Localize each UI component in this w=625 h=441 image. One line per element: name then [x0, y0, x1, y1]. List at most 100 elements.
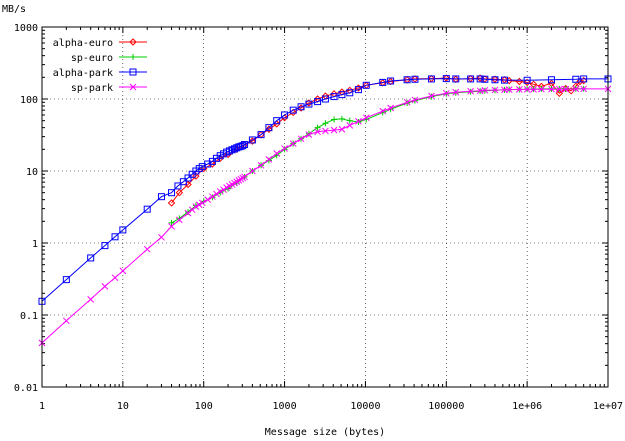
data-point	[330, 126, 338, 134]
legend-swatch-marker	[129, 83, 137, 91]
data-point	[289, 106, 297, 114]
y-tick-label: 1000	[14, 23, 38, 34]
y-axis-label: MB/s	[2, 4, 26, 15]
legend: alpha-euro sp-euro alpha-park sp-park	[53, 38, 147, 94]
data-point	[362, 81, 370, 89]
data-point	[314, 128, 321, 136]
data-point	[491, 86, 499, 94]
data-point	[111, 274, 119, 282]
data-point	[567, 87, 575, 95]
data-point	[505, 86, 513, 93]
x-tick-label: 10000	[350, 401, 380, 412]
data-point	[168, 189, 176, 197]
data-point	[580, 85, 588, 93]
data-point	[411, 96, 419, 104]
legend-swatch-marker	[129, 38, 137, 46]
data-point	[235, 177, 243, 184]
data-point	[62, 276, 70, 284]
data-point	[216, 188, 224, 195]
data-point	[523, 86, 531, 93]
data-point	[241, 141, 249, 149]
legend-swatch-marker	[129, 68, 137, 76]
data-point	[168, 219, 175, 226]
legend-label: alpha-park	[53, 68, 113, 79]
data-point	[257, 131, 265, 139]
x-tick-label: 100000	[428, 401, 464, 412]
data-point	[314, 124, 321, 131]
y-tick-label: 1	[32, 239, 38, 250]
data-point	[192, 172, 200, 180]
x-tick-label: 1000	[273, 401, 297, 412]
data-point	[281, 145, 288, 152]
data-point	[346, 122, 354, 129]
data-point	[379, 78, 387, 86]
data-point	[579, 76, 588, 85]
x-tick-label: 1	[39, 401, 45, 412]
y-tick-label: 0.1	[20, 311, 38, 322]
data-point	[204, 196, 212, 204]
data-point	[305, 131, 313, 138]
data-point	[198, 199, 206, 207]
data-point	[491, 75, 499, 83]
data-point	[442, 75, 450, 83]
data-point	[379, 107, 387, 115]
data-point	[481, 86, 489, 94]
data-point	[168, 223, 175, 230]
data-point	[265, 124, 273, 132]
data-point	[273, 150, 281, 157]
data-point	[273, 117, 281, 125]
data-point	[119, 267, 127, 275]
data-point	[338, 125, 346, 133]
data-point	[175, 188, 184, 197]
data-point	[87, 254, 95, 262]
legend-label: sp-euro	[71, 53, 113, 64]
data-point	[572, 75, 580, 83]
data-point	[322, 120, 329, 127]
data-point	[87, 295, 95, 303]
data-point	[555, 89, 564, 98]
data-point	[538, 85, 545, 93]
data-point	[387, 104, 394, 112]
data-point	[174, 182, 182, 190]
data-point	[547, 76, 555, 84]
legend-label: sp-park	[71, 83, 113, 94]
data-point	[184, 209, 192, 217]
data-point	[355, 117, 362, 125]
data-point	[220, 186, 227, 194]
data-point	[476, 75, 484, 83]
legend-swatch-marker	[130, 54, 136, 60]
data-point	[257, 161, 265, 169]
legend-label: alpha-euro	[53, 38, 113, 49]
data-point	[241, 173, 248, 181]
x-tick-label: 100	[195, 401, 213, 412]
data-point	[331, 116, 338, 123]
data-point	[184, 174, 192, 182]
data-point	[428, 92, 435, 100]
data-point	[403, 98, 411, 106]
data-point	[265, 125, 273, 133]
series-layer	[38, 74, 612, 347]
data-point	[143, 245, 151, 253]
data-point	[111, 233, 119, 241]
data-point	[330, 93, 338, 101]
data-point	[346, 89, 354, 97]
x-tick-label: 10	[117, 401, 129, 412]
data-point	[572, 85, 580, 93]
data-point	[515, 86, 523, 93]
data-point	[530, 86, 537, 93]
data-point	[265, 156, 273, 163]
data-point	[228, 146, 236, 154]
legend-item-sp-euro: sp-euro	[71, 53, 147, 64]
data-point	[555, 85, 563, 93]
data-point	[580, 75, 588, 83]
legend-item-alpha-park: alpha-park	[53, 68, 147, 79]
x-tick-label: 1e+06	[512, 401, 542, 412]
data-point	[297, 104, 305, 112]
data-point	[305, 99, 313, 107]
data-point	[119, 226, 127, 234]
data-point	[297, 135, 305, 143]
y-tick-label: 10	[26, 167, 38, 178]
data-point	[248, 136, 256, 144]
